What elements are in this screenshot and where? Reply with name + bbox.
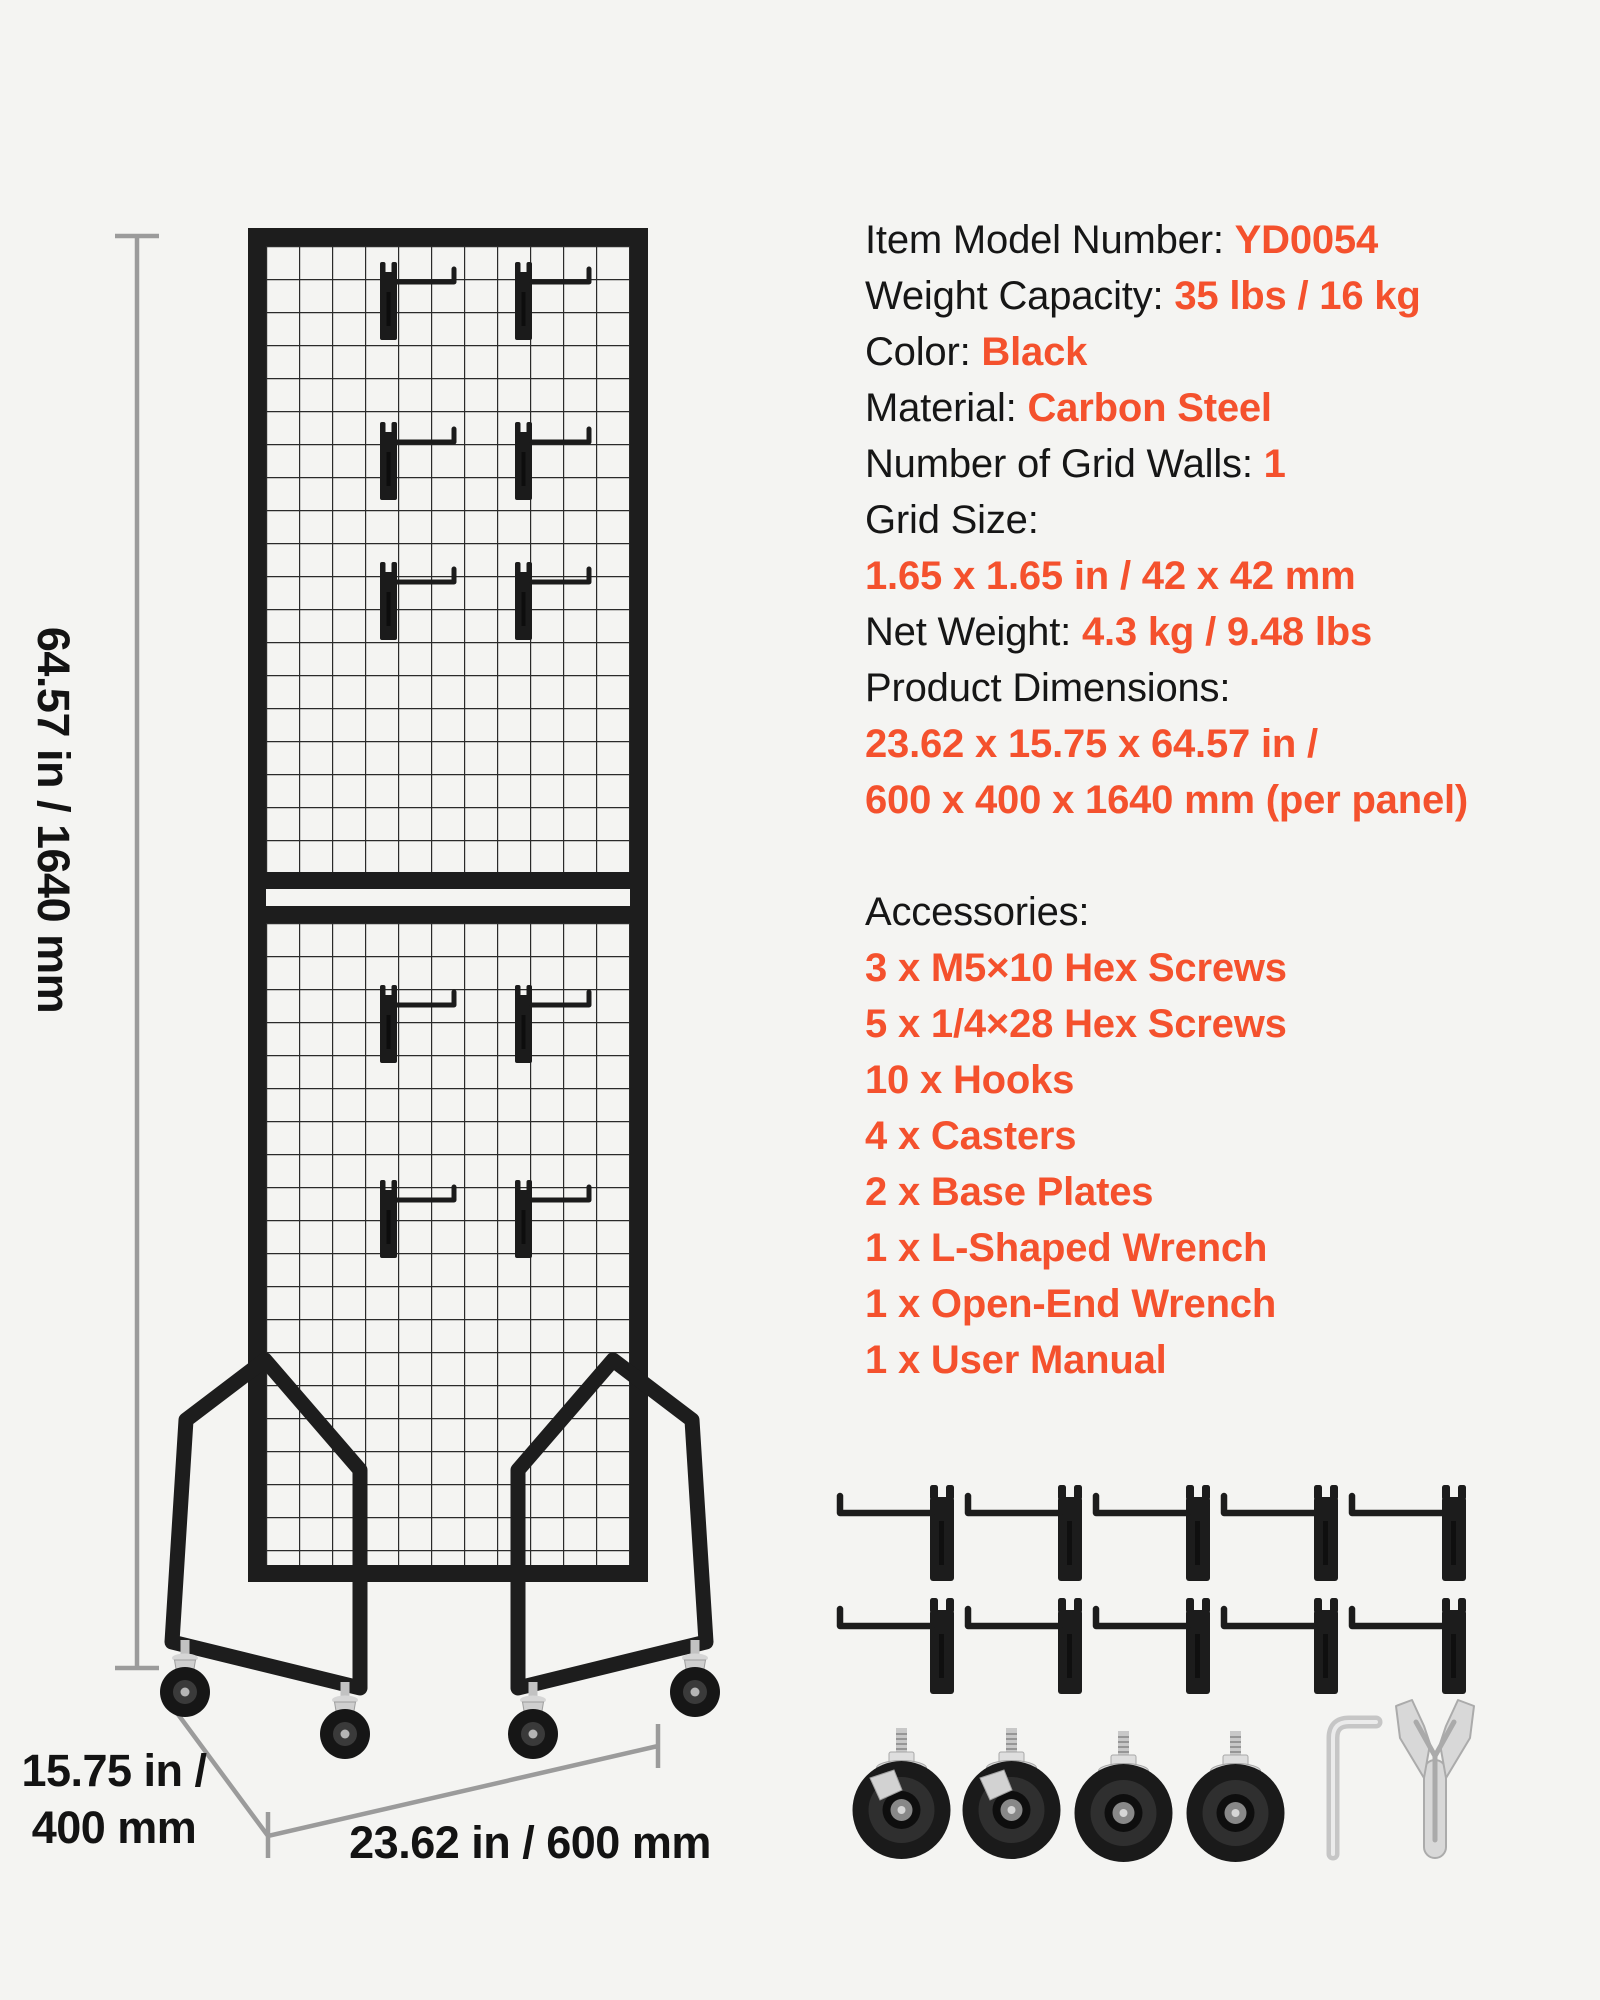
accessories-heading: Accessories:	[865, 890, 1090, 934]
accessory-item-hooks: 10 x Hooks	[865, 1058, 1075, 1102]
spec-line-grid-walls: Number of Grid Walls: 1	[865, 442, 1286, 486]
spec-line-product-dimensions-label: Product Dimensions:	[865, 666, 1231, 710]
accessory-item-l-shaped-wrench: 1 x L-Shaped Wrench	[865, 1226, 1268, 1270]
accessories-section: Accessories: 3 x M5×10 Hex Screws 5 x 1/…	[865, 884, 1585, 1388]
spec-line-grid-size-label: Grid Size:	[865, 498, 1039, 542]
width-depth-dimension-lines	[161, 1692, 661, 1858]
spec-line-model: Item Model Number: YD0054	[865, 218, 1379, 262]
accessory-item-user-manual: 1 x User Manual	[865, 1338, 1167, 1382]
accessory-casters-graphic	[853, 1728, 1286, 1863]
spec-line-product-dimensions-value2: 600 x 400 x 1640 mm (per panel)	[865, 778, 1469, 822]
spec-line-product-dimensions-value1: 23.62 x 15.75 x 64.57 in /	[865, 722, 1318, 766]
l-shaped-wrench-icon	[1326, 1715, 1383, 1861]
lower-grid-panel	[266, 923, 630, 1565]
spec-line-net-weight: Net Weight: 4.3 kg / 9.48 lbs	[865, 610, 1373, 654]
height-dimension-line	[115, 233, 159, 1671]
width-dimension-label: 23.62 in / 600 mm	[349, 1817, 711, 1868]
height-dimension-label: 64.57 in / 1640 mm	[28, 626, 79, 1014]
accessory-item-casters: 4 x Casters	[865, 1114, 1077, 1158]
depth-dimension-label-line2: 400 mm	[31, 1802, 197, 1853]
grid-wall-stand	[159, 228, 721, 1760]
accessory-item-hex-screws-m5: 3 x M5×10 Hex Screws	[865, 946, 1287, 990]
accessory-item-base-plates: 2 x Base Plates	[865, 1170, 1154, 1214]
base-legs	[164, 1352, 714, 1696]
spec-list: Item Model Number: YD0054 Weight Capacit…	[865, 212, 1585, 1388]
spec-line-color: Color: Black	[865, 330, 1088, 374]
open-end-wrench-icon	[1395, 1699, 1475, 1859]
accessory-hooks-graphic	[840, 1485, 1466, 1694]
spec-line-grid-size-value: 1.65 x 1.65 in / 42 x 42 mm	[865, 554, 1356, 598]
accessory-item-open-end-wrench: 1 x Open-End Wrench	[865, 1282, 1277, 1326]
accessory-item-hex-screws-quarter: 5 x 1/4×28 Hex Screws	[865, 1002, 1287, 1046]
depth-dimension-label: 15.75 in / 400 mm	[14, 1742, 214, 1856]
upper-grid-panel	[266, 246, 630, 872]
spec-line-material: Material: Carbon Steel	[865, 386, 1272, 430]
spec-line-weight-capacity: Weight Capacity: 35 lbs / 16 kg	[865, 274, 1421, 318]
stand-frame	[248, 228, 648, 1582]
depth-dimension-label-line1: 15.75 in /	[21, 1745, 207, 1796]
